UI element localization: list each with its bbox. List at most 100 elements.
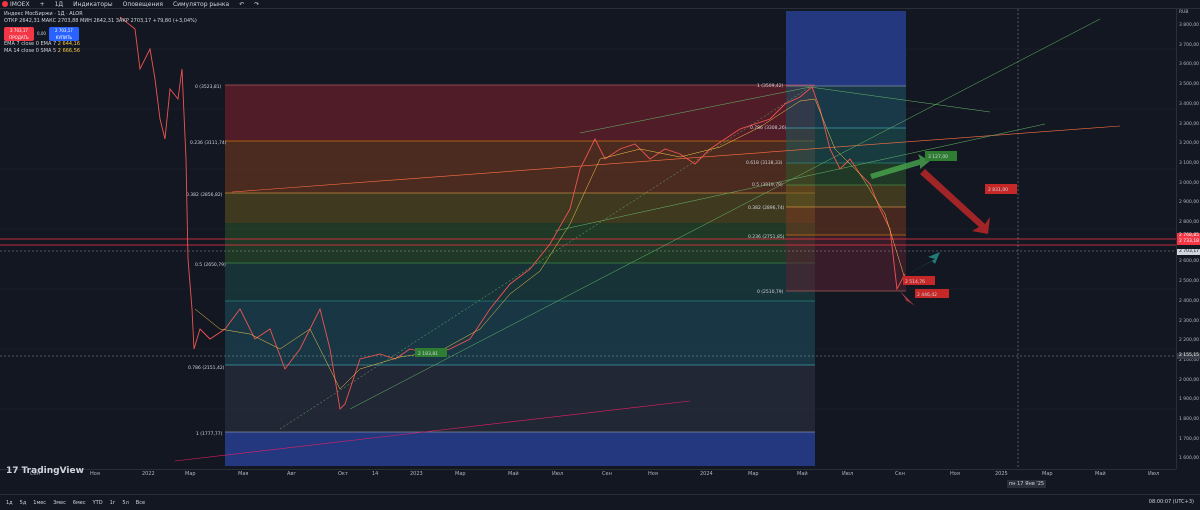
price-axis[interactable]: RUB 3 800,00 3 700,00 3 600,00 3 500,00 3 40… bbox=[1176, 9, 1200, 469]
time-tick: Мар bbox=[1042, 471, 1053, 477]
buy-label: КУПИТЬ bbox=[55, 35, 73, 40]
low2-label: 2 446,42 bbox=[917, 292, 937, 298]
timeframe-button-7[interactable]: 5л bbox=[122, 499, 129, 506]
price-tag-tag-red2: 2 733,18 bbox=[1177, 239, 1200, 245]
fib-right-3: 0.5 (3019,78) bbox=[752, 182, 783, 188]
fib-left-3: 0.5 (2650,79) bbox=[195, 262, 226, 268]
time-tick: Ноя bbox=[648, 471, 658, 477]
price-tick: 2 800,00 bbox=[1179, 220, 1200, 225]
sell-button[interactable]: 2 703,17 ПРОДАТЬ bbox=[4, 27, 34, 41]
price-tick: 3 800,00 bbox=[1179, 23, 1200, 28]
timeframe-button-3[interactable]: 3мес bbox=[53, 499, 66, 506]
time-tick: Мар bbox=[748, 471, 759, 477]
time-tick: 2024 bbox=[700, 471, 713, 477]
time-tick: 2022 bbox=[142, 471, 155, 477]
tradingview-logo[interactable]: 17 TradingView bbox=[6, 466, 84, 476]
ema-label: EMA 7 close 0 EMA 7 bbox=[4, 41, 57, 47]
price-tick: 2 900,00 bbox=[1179, 200, 1200, 206]
fib-right-4: 0.382 (2896,74) bbox=[748, 205, 785, 211]
green-arrow[interactable]: 3 127,00 bbox=[870, 151, 957, 179]
timeframe-button-1[interactable]: 5д bbox=[19, 499, 27, 506]
fib-retracement-left[interactable]: 0 (3523,81) 0.236 (3111,74) 0.382 (2856,… bbox=[186, 84, 815, 437]
price-tick: 3 700,00 bbox=[1179, 42, 1200, 48]
timeframe-button-4[interactable]: 6мес bbox=[72, 499, 86, 506]
symbol-label: IMOEX bbox=[10, 0, 30, 8]
ma-indicator[interactable]: MA 14 close 0 SMA 5 2 666,56 bbox=[4, 48, 197, 55]
time-tick: 14 bbox=[372, 471, 379, 477]
timeframe-button-8[interactable]: Все bbox=[135, 499, 146, 506]
time-tick: Июл bbox=[1148, 471, 1160, 477]
fib-left-0: 0 (3523,81) bbox=[195, 84, 222, 90]
price-tick: 2 300,00 bbox=[1179, 318, 1200, 324]
indicators-button[interactable]: Индикаторы bbox=[73, 0, 113, 8]
buy-button[interactable]: 2 703,17 КУПИТЬ bbox=[48, 27, 79, 41]
currency-label: RUB bbox=[1179, 10, 1189, 15]
fib-right-1: 0.786 (3308,26) bbox=[750, 125, 787, 131]
bottom-toolbar: 1д 5д 1мес 3мес 6мес YTD 1г 5л Все 08:00:07 (UTC+… bbox=[0, 494, 1200, 510]
timeframe-button-0[interactable]: 1д bbox=[6, 499, 13, 506]
fib-right-0: 1 (3509,42) bbox=[757, 83, 784, 89]
price-tick: 2 200,00 bbox=[1179, 338, 1200, 344]
replay-button[interactable]: Симулятор рынка bbox=[172, 0, 230, 8]
price-tick: 1 700,00 bbox=[1179, 436, 1200, 442]
price-tick: 2 600,00 bbox=[1179, 259, 1200, 265]
add-symbol-icon[interactable]: + bbox=[39, 0, 45, 8]
price-tick: 3 500,00 bbox=[1179, 82, 1200, 88]
time-tick: Мар bbox=[185, 471, 196, 477]
undo-icon[interactable]: ↶ bbox=[239, 0, 245, 8]
price-chart[interactable]: 0 (3523,81) 0.236 (3111,74) 0.382 (2856,… bbox=[0, 9, 1176, 469]
alerts-button[interactable]: Оповещения bbox=[122, 0, 163, 8]
green-small-label: 2 183,81 bbox=[418, 351, 438, 357]
time-tick: 2023 bbox=[410, 471, 423, 477]
time-tick: Ноя bbox=[90, 471, 100, 477]
tradingview-logo-icon: 17 bbox=[6, 466, 19, 476]
timeframe-button-6[interactable]: 1г bbox=[109, 499, 116, 506]
spread: 0,00 bbox=[37, 31, 46, 36]
price-tick: 3 200,00 bbox=[1179, 141, 1200, 147]
time-tick: Сен bbox=[602, 471, 612, 477]
price-tag-crosshair: 2 155,15 bbox=[1177, 353, 1200, 359]
price-tick: 3 300,00 bbox=[1179, 121, 1200, 127]
chart-legend: Индекс МосБиржи · 1Д · ALOR ОТКР 2642,31… bbox=[4, 11, 197, 55]
time-tick: Май bbox=[508, 471, 519, 477]
price-tick: 2 500,00 bbox=[1179, 279, 1200, 285]
top-toolbar: IMOEX + 1Д Индикаторы Оповещения Симулят… bbox=[0, 0, 1200, 9]
low-labels: 2 514,76 2 446,42 bbox=[900, 252, 949, 306]
red-arrow[interactable]: 2 831,00 bbox=[920, 169, 1017, 234]
fib-right-6: 0 (2510,79) bbox=[757, 289, 784, 295]
fib-retracement-right[interactable]: 1 (3509,42) 0.786 (3308,26) 0.618 (3138,… bbox=[746, 83, 906, 295]
legend-ohlc: ОТКР 2642,31 МАКС 2703,88 МИН 2642,31 ЗА… bbox=[4, 18, 197, 24]
time-tick: Сен bbox=[895, 471, 905, 477]
interval-button[interactable]: 1Д bbox=[54, 0, 64, 8]
price-tick: 2 100,00 bbox=[1179, 357, 1200, 363]
low1-label: 2 514,76 bbox=[905, 279, 925, 285]
time-tick: Окт bbox=[338, 471, 348, 477]
green-small-marker: 2 183,81 bbox=[415, 348, 447, 357]
redo-icon[interactable]: ↷ bbox=[254, 0, 260, 8]
clock: 08:00:07 (UTC+3) bbox=[1148, 499, 1194, 505]
time-tick: Май bbox=[797, 471, 808, 477]
timeframe-button-5[interactable]: YTD bbox=[92, 499, 103, 506]
price-tick: 2 000,00 bbox=[1179, 377, 1200, 383]
ma-label: MA 14 close 0 SMA 5 bbox=[4, 48, 57, 54]
time-tick: Мая bbox=[238, 471, 249, 477]
time-tick: Авг bbox=[287, 471, 296, 477]
sell-label: ПРОДАТЬ bbox=[9, 35, 29, 40]
time-tick: Мар bbox=[455, 471, 466, 477]
time-tick: 2025 bbox=[995, 471, 1008, 477]
ema-indicator[interactable]: EMA 7 close 0 EMA 7 2 644,16 bbox=[4, 41, 197, 48]
time-axis[interactable]: Сен Ноя 2022 Мар Мая Авг Окт 14 2023 Мар Май Июл Сен… bbox=[0, 469, 1176, 479]
fib-left-2: 0.382 (2856,82) bbox=[186, 192, 223, 198]
fib-right-2: 0.618 (3138,33) bbox=[746, 160, 783, 166]
time-crosshair-label: пн 17 Янв '25 bbox=[1007, 480, 1047, 488]
symbol-search[interactable]: IMOEX bbox=[2, 1, 30, 8]
trend-lines[interactable] bbox=[174, 18, 1121, 462]
date-range-band-top bbox=[786, 11, 906, 86]
sell-price: 2 703,17 bbox=[10, 28, 28, 33]
symbol-logo-icon bbox=[2, 1, 8, 7]
legend-title: Индекс МосБиржи · 1Д · ALOR bbox=[4, 11, 83, 17]
time-tick: Ноя bbox=[950, 471, 960, 477]
timeframe-button-2[interactable]: 1мес bbox=[33, 499, 47, 506]
price-tag-tag-red: 2 768,85 bbox=[1177, 233, 1200, 239]
fib-left-1: 0.236 (3111,74) bbox=[190, 140, 227, 146]
